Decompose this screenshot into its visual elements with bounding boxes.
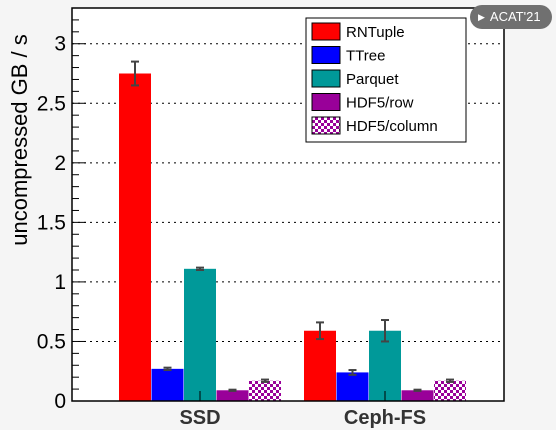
badge-label: ACAT'21 bbox=[489, 9, 541, 24]
conference-badge: ▶ ACAT'21 bbox=[470, 5, 552, 29]
legend-label: Parquet bbox=[346, 71, 399, 88]
y-axis-label: uncompressed GB / s bbox=[7, 34, 32, 246]
y-tick-label: 0 bbox=[54, 390, 66, 413]
y-tick-label: 2.5 bbox=[37, 92, 66, 115]
y-tick-label: 2 bbox=[54, 152, 66, 175]
legend-swatch bbox=[311, 93, 341, 111]
legend-label: RNTuple bbox=[346, 24, 405, 41]
legend-swatch bbox=[311, 22, 341, 41]
x-axis: SSD Ceph-FS bbox=[179, 391, 426, 429]
legend: RNTuple TTree Parquet HDF5/row HDF5/column bbox=[305, 17, 467, 143]
y-tick-label: 1.5 bbox=[37, 211, 66, 234]
error-bars bbox=[131, 60, 454, 392]
y-tick-label: 1 bbox=[54, 271, 66, 294]
y-tick-label: 0.5 bbox=[37, 330, 66, 353]
play-triangle-icon: ▶ bbox=[478, 12, 485, 22]
bar bbox=[249, 380, 281, 401]
bar bbox=[151, 368, 184, 401]
legend-swatch bbox=[311, 116, 341, 135]
legend-label: TTree bbox=[346, 48, 385, 65]
legend-label: HDF5/row bbox=[346, 95, 414, 112]
bar bbox=[304, 330, 336, 401]
legend-swatch bbox=[311, 46, 341, 64]
plot-frame bbox=[71, 7, 505, 402]
x-category-label: Ceph-FS bbox=[344, 407, 426, 429]
bar bbox=[434, 380, 466, 401]
bars bbox=[119, 73, 466, 401]
bar bbox=[216, 390, 249, 401]
bar bbox=[336, 372, 369, 401]
legend-swatch bbox=[311, 69, 341, 88]
bar bbox=[401, 390, 434, 401]
y-axis: 0 0.5 1 1.5 2 2.5 3 bbox=[37, 7, 86, 413]
bar bbox=[184, 268, 216, 401]
y-tick-label: 3 bbox=[54, 33, 66, 56]
bar bbox=[119, 73, 151, 401]
x-category-label: SSD bbox=[179, 407, 220, 429]
legend-label: HDF5/column bbox=[346, 118, 438, 135]
